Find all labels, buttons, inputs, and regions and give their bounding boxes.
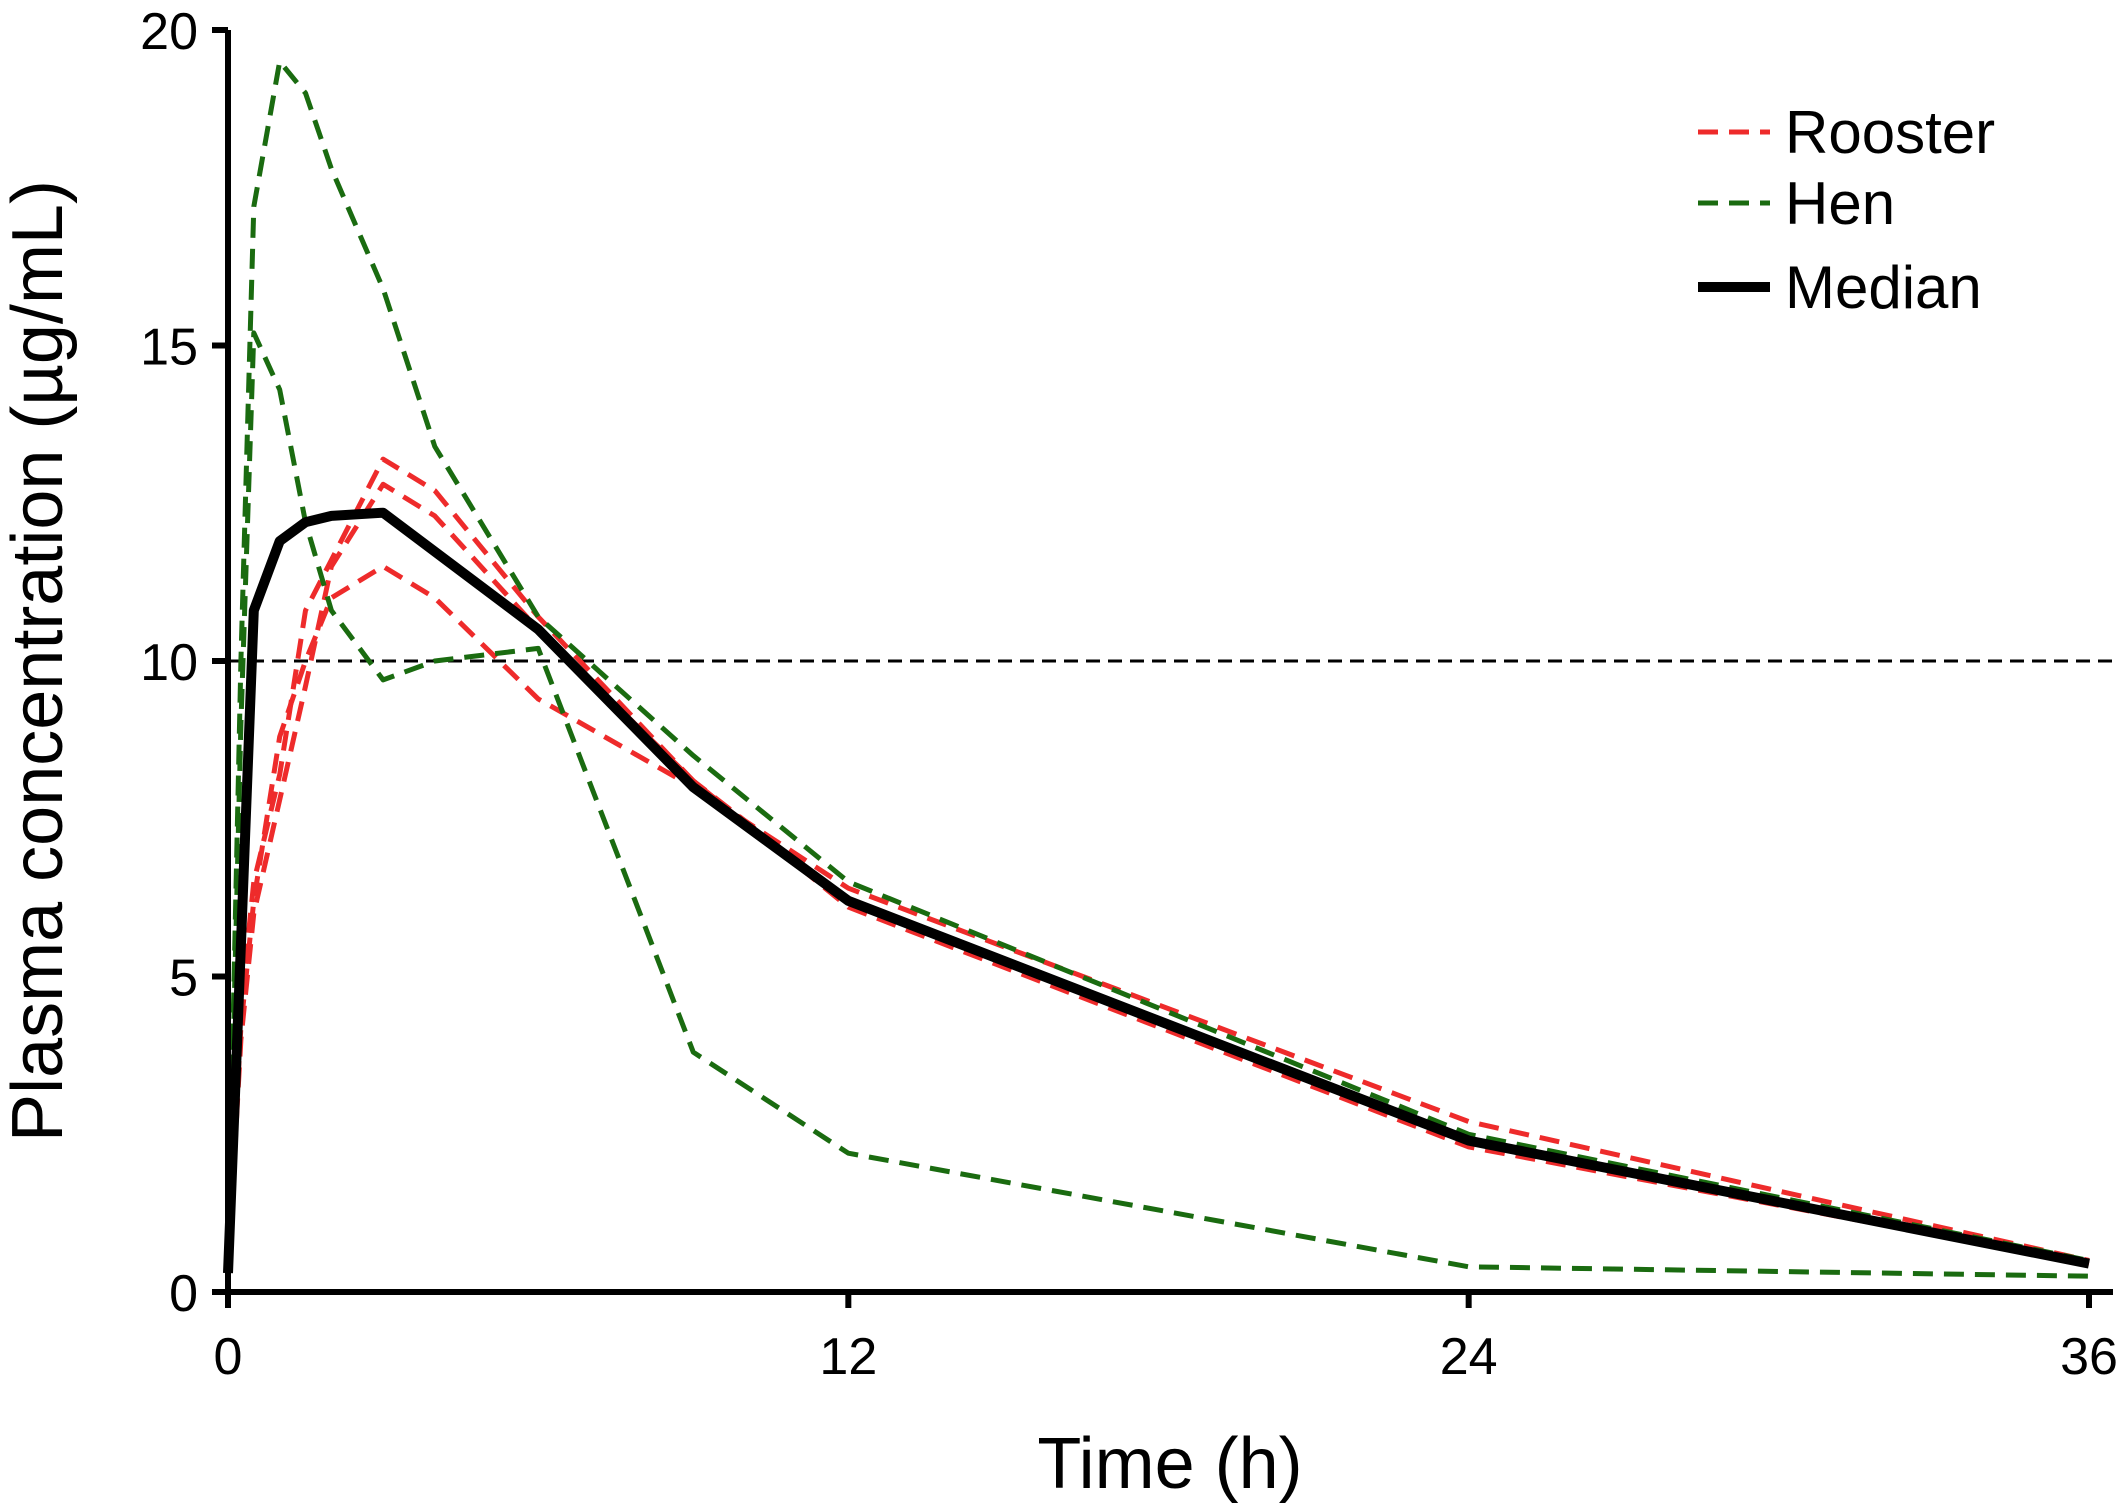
legend-label-rooster: Rooster xyxy=(1785,99,1995,166)
y-tick-label: 10 xyxy=(140,634,198,692)
y-tick-label: 0 xyxy=(169,1265,198,1323)
plot-lines xyxy=(223,59,2113,1279)
legend-item-rooster: Rooster xyxy=(1698,99,1995,166)
series-line-hen-3 xyxy=(225,59,2090,1263)
ticks: 0 12 24 36 0 5 10 15 20 xyxy=(140,3,2118,1386)
y-tick-label: 5 xyxy=(169,950,198,1008)
series-line-rooster-0 xyxy=(225,456,2090,1274)
series-line-median-5 xyxy=(223,507,2090,1274)
y-tick-label: 15 xyxy=(140,319,198,377)
x-tick-label: 24 xyxy=(1440,1328,1498,1386)
x-tick-label: 12 xyxy=(819,1328,877,1386)
series-line-hen-4 xyxy=(225,330,2090,1279)
x-tick-label: 0 xyxy=(214,1328,243,1386)
x-tick-label: 36 xyxy=(2060,1328,2118,1386)
legend-item-median: Median xyxy=(1698,254,1982,321)
legend-label-hen: Hen xyxy=(1785,170,1895,237)
series-line-rooster-1 xyxy=(225,563,2090,1267)
y-tick-label: 20 xyxy=(140,3,198,61)
x-axis-title: Time (h) xyxy=(1037,1424,1302,1504)
legend-item-hen: Hen xyxy=(1698,170,1895,237)
legend: Rooster Hen Median xyxy=(1698,99,1995,321)
y-axis-title: Plasma concentration (µg/mL) xyxy=(0,180,78,1142)
legend-label-median: Median xyxy=(1785,254,1982,321)
